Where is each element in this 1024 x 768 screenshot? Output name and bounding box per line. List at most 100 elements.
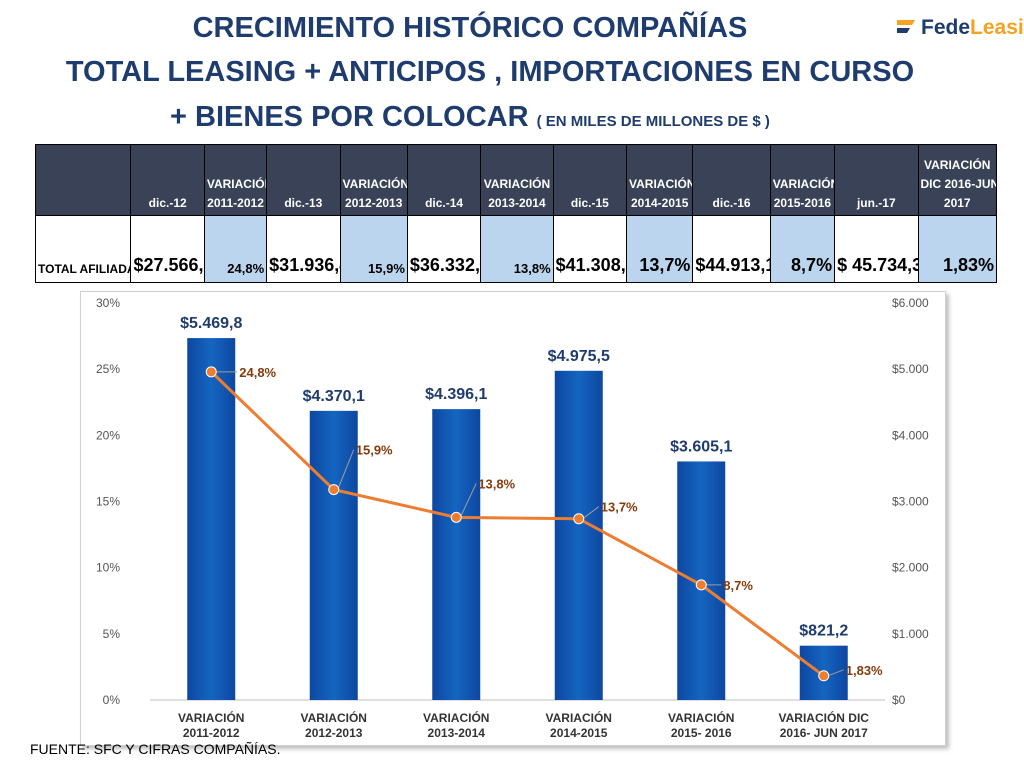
table-header-text: DIC 2016-JUN <box>920 177 997 191</box>
variation-cell: 13,7% <box>626 215 694 283</box>
bar-value-label: $5.469,8 <box>180 315 242 332</box>
table-header-cell: VARIACIÓN 2012-2013 <box>339 144 408 216</box>
table-header-text: VARIACIÓN <box>342 177 408 191</box>
table-header-text: dic.-12 <box>148 196 187 210</box>
table-header-text: 2015-2016 <box>773 196 832 210</box>
variation-line <box>210 370 825 677</box>
line-value-label: 8,7% <box>723 578 753 593</box>
left-axis-tick-label: 30% <box>96 296 120 310</box>
data-table: dic.-12 VARIACIÓN 2011-2012 dic.-13 VARIACIÓ… <box>34 144 997 283</box>
left-axis-tick-label: 15% <box>96 495 120 509</box>
table-header-cell: dic.-15 <box>552 144 628 216</box>
table-header-cell: jun.-17 <box>834 144 919 216</box>
category-label: VARIACIÓN DIC <box>779 710 870 725</box>
line-value-label: 1,83% <box>846 663 883 678</box>
table-header-text: dic.-13 <box>284 196 323 210</box>
logo-mark-icon <box>897 20 915 33</box>
bar <box>554 370 603 700</box>
value-cell: $31.936,4 <box>266 215 341 283</box>
logo-text: FedeLeasing <box>921 16 1024 40</box>
bar <box>432 409 481 700</box>
title-line-3-text: + BIENES POR COLOCAR <box>170 101 529 133</box>
category-label: VARIACIÓN <box>423 710 489 725</box>
bar-value-label: $4.370,1 <box>303 388 365 405</box>
chart-frame <box>80 291 946 746</box>
value-cell: $36.332,5 <box>406 215 482 283</box>
table-header-text: 2014-2015 <box>630 196 689 210</box>
table-header-text: dic.-15 <box>570 196 609 210</box>
table-header-text: 2011-2012 <box>207 196 264 210</box>
title-line-3: + BIENES POR COLOCAR ( EN MILES DE MILLON… <box>0 97 960 142</box>
left-axis-tick-label: 0% <box>103 693 121 707</box>
table-header-cell: VARIACIÓN 2011-2012 <box>203 144 268 216</box>
left-axis-tick-label: 10% <box>96 561 120 575</box>
table-header-text: VARIACIÓN <box>772 177 835 191</box>
table-header-text: VARIACIÓN <box>629 177 693 191</box>
leader-line <box>459 483 477 518</box>
table-header-text: 2012-2013 <box>345 196 403 210</box>
line-point <box>818 670 830 682</box>
value-cell: $41.308,0 <box>552 215 628 283</box>
line-value-label: 13,8% <box>478 476 515 491</box>
variation-cell: 13,8% <box>480 215 554 283</box>
chart-svg: 0% 5% 10% 15% 20% 25% 30% $0 $1.000 $2.000 $3.000 $… <box>96 296 929 740</box>
category-label: 2016- JUN 2017 <box>780 726 868 740</box>
title-unit: ( EN MILES DE MILLONES DE $ ) <box>536 113 770 130</box>
bar-value-label: $821,2 <box>799 623 848 640</box>
bar <box>187 338 236 700</box>
right-axis-tick-label: $5.000 <box>892 362 929 376</box>
line-point <box>695 579 707 591</box>
value-cell: $ 45.734,3 <box>834 215 919 283</box>
value-cell: $27.566,3 <box>130 215 205 283</box>
source-note: FUENTE: SFC Y CIFRAS COMPAÑÍAS. <box>30 741 281 757</box>
category-label: VARIACIÓN <box>301 710 367 725</box>
table-header-cell: VARIACIÓN 2014-2015 <box>626 144 694 216</box>
logo-text-part1: Fede <box>921 16 971 39</box>
row-label: TOTAL AFILIADAS <box>34 215 132 283</box>
table-row: TOTAL AFILIADAS$27.566,324,8%$31.936,415… <box>34 215 997 283</box>
left-axis-tick-label: 25% <box>96 362 120 376</box>
right-axis-tick-label: $6.000 <box>892 296 929 310</box>
variation-cell: 8,7% <box>769 215 836 283</box>
fedeleasing-logo: FedeLeasing <box>895 14 1024 42</box>
line-point <box>573 513 585 525</box>
category-label: VARIACIÓN <box>178 710 244 725</box>
bar <box>309 410 358 700</box>
title-line-1: CRECIMIENTO HISTÓRICO COMPAÑÍAS <box>192 12 748 44</box>
leader-line <box>827 669 844 677</box>
table-header-corner <box>34 144 132 216</box>
left-axis-tick-label: 20% <box>96 428 120 442</box>
category-label: 2015- 2016 <box>671 726 732 740</box>
leader-line <box>582 506 600 520</box>
right-axis-tick-label: $4.000 <box>892 428 929 442</box>
table-header-text: VARIACIÓN <box>483 177 551 191</box>
line-point <box>450 511 462 523</box>
title-line-2: TOTAL LEASING + ANTICIPOS , IMPORTACIONE… <box>65 56 915 88</box>
category-label: 2012-2013 <box>305 726 363 740</box>
category-label: 2014-2015 <box>550 726 608 740</box>
table-header-cell: VARIACIÓN DIC 2016-JUN 2017 <box>917 144 997 216</box>
table-header-text: dic.-16 <box>712 196 751 210</box>
line-point <box>328 484 340 496</box>
line-value-label: 15,9% <box>356 443 393 458</box>
right-axis-tick-label: $0 <box>892 693 906 707</box>
table-header-cell: VARIACIÓN 2013-2014 <box>480 144 554 216</box>
table-header-cell: dic.-12 <box>130 144 205 216</box>
bar-value-label: $4.975,5 <box>548 348 610 365</box>
table-header-cell: VARIACIÓN 2015-2016 <box>769 144 836 216</box>
table-header-text: jun.-17 <box>856 196 896 210</box>
category-label: 2011-2012 <box>183 726 240 740</box>
category-label: VARIACIÓN <box>668 710 734 725</box>
variation-cell: 24,8% <box>203 215 268 283</box>
category-label: 2013-2014 <box>428 726 486 740</box>
bar-value-label: $4.396,1 <box>425 386 487 403</box>
variation-cell: 1,83% <box>917 215 997 283</box>
line-value-label: 24,8% <box>239 365 276 380</box>
bar-value-label: $3.605,1 <box>670 438 732 455</box>
value-cell: $44.913,1 <box>692 215 771 283</box>
left-axis-tick-label: 5% <box>103 627 121 641</box>
variation-cell: 15,9% <box>339 215 408 283</box>
table-header-text: dic.-14 <box>425 196 464 210</box>
table-header-cell: dic.-14 <box>406 144 482 216</box>
table-header-text: VARIACIÓN <box>206 177 267 191</box>
